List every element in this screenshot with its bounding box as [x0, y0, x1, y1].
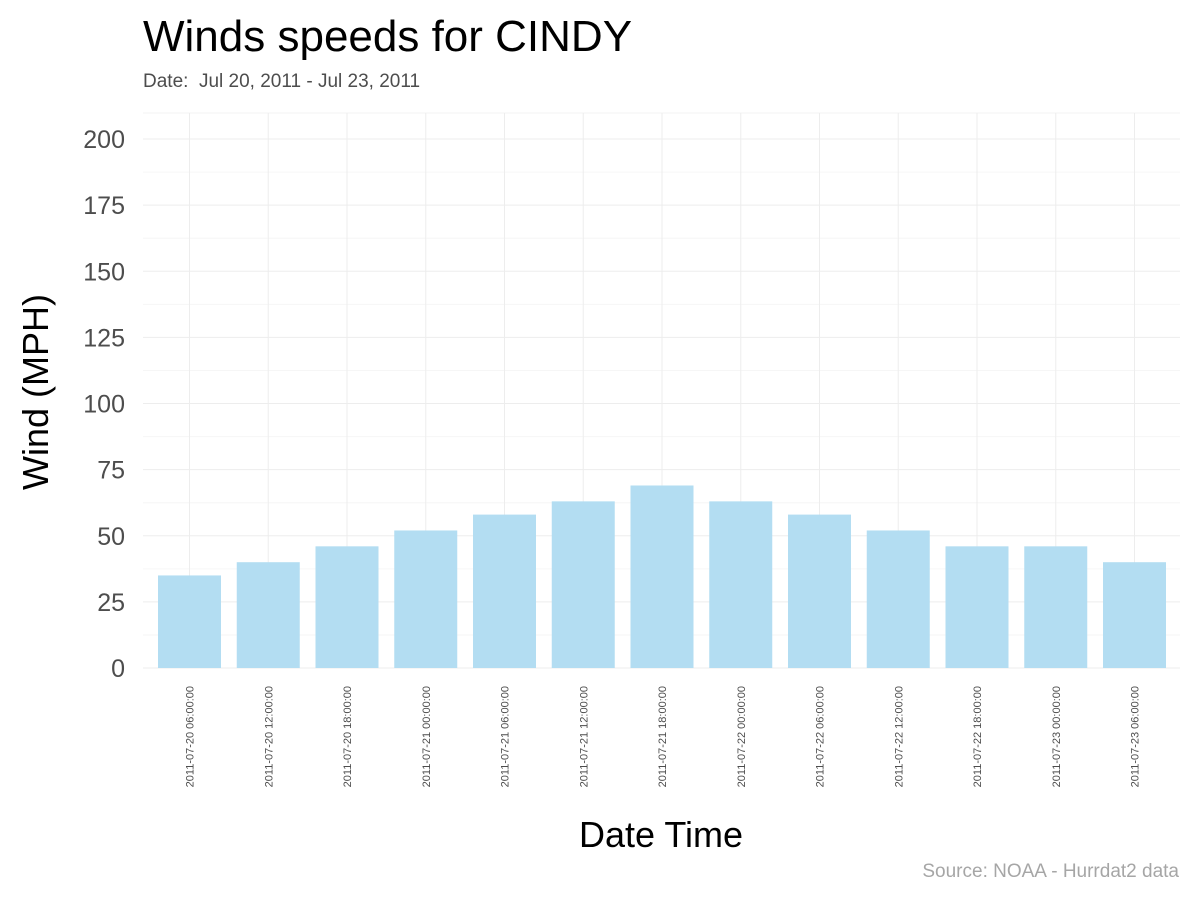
chart-subtitle: Date: Jul 20, 2011 - Jul 23, 2011: [143, 71, 421, 92]
y-tick-label: 100: [83, 391, 125, 419]
bar: [315, 546, 379, 668]
chart-caption: Source: NOAA - Hurrdat2 data: [922, 861, 1179, 882]
bar: [945, 546, 1009, 668]
y-tick-label: 50: [97, 523, 125, 551]
x-tick-label: 2011-07-23 00:00:00: [1051, 686, 1063, 787]
bar: [158, 575, 221, 668]
bar: [866, 530, 930, 668]
bar: [394, 530, 458, 668]
x-tick-label: 2011-07-21 00:00:00: [421, 686, 433, 787]
x-tick-label: 2011-07-22 18:00:00: [972, 686, 984, 787]
x-tick-label: 2011-07-23 06:00:00: [1130, 686, 1142, 787]
bar: [1024, 546, 1088, 668]
y-tick-label: 75: [97, 457, 125, 485]
bar: [551, 501, 615, 668]
bar: [709, 501, 773, 668]
bar: [473, 514, 536, 668]
x-tick-label: 2011-07-22 00:00:00: [736, 686, 748, 787]
bar: [788, 514, 851, 668]
y-axis-ticks: 0 25 50 75 100 125 150 175 200: [83, 126, 125, 683]
x-tick-label: 2011-07-22 12:00:00: [893, 686, 905, 787]
x-axis-label: Date Time: [579, 814, 743, 855]
x-tick-label: 2011-07-21 06:00:00: [500, 686, 512, 787]
chart-title: Winds speeds for CINDY: [143, 12, 633, 61]
x-tick-label: 2011-07-20 06:00:00: [185, 686, 197, 787]
x-tick-label: 2011-07-21 18:00:00: [657, 686, 669, 787]
bar: [630, 485, 694, 668]
bar: [236, 562, 300, 668]
y-tick-label: 200: [83, 126, 125, 154]
bar: [1103, 562, 1166, 668]
y-axis-label: Wind (MPH): [15, 294, 56, 490]
y-tick-label: 150: [83, 258, 125, 286]
x-tick-label: 2011-07-21 12:00:00: [578, 686, 590, 787]
x-tick-label: 2011-07-20 18:00:00: [342, 686, 354, 787]
y-tick-label: 175: [83, 192, 125, 220]
x-axis-ticks: 2011-07-20 06:00:00 2011-07-20 12:00:00 20…: [185, 686, 1142, 787]
y-tick-label: 0: [111, 655, 125, 683]
y-tick-label: 125: [83, 324, 125, 352]
x-tick-label: 2011-07-20 12:00:00: [263, 686, 275, 787]
y-tick-label: 25: [97, 589, 125, 617]
bars: [158, 485, 1166, 668]
x-tick-label: 2011-07-22 06:00:00: [815, 686, 827, 787]
